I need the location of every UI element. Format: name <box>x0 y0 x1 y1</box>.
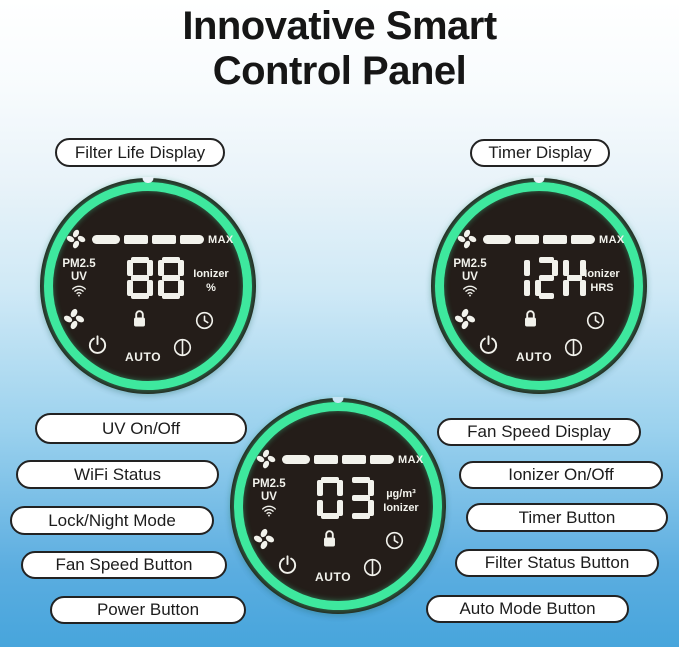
display-unit-bottom: HRS <box>590 282 614 294</box>
display-unit-top: µg/m³ <box>386 488 416 500</box>
callout-label: Fan Speed Display <box>467 422 611 441</box>
control-panel-timer: MAX PM2.5 UV Ionizer HRS <box>431 177 647 394</box>
callout-label: Auto Mode Button <box>459 599 596 618</box>
callout-timer-display: Timer Display <box>470 139 610 167</box>
fan-speed-button-icon[interactable] <box>251 526 277 552</box>
timer-button-icon[interactable] <box>586 311 605 330</box>
wifi-icon <box>72 285 86 297</box>
display-unit-bottom: % <box>206 282 216 294</box>
callout-label: UV On/Off <box>101 418 181 438</box>
callout-label: Filter Life Display <box>74 142 206 162</box>
callout-fan-speed-display: Fan Speed Display <box>437 418 641 446</box>
callout-lock-night-mode: Lock/Night Mode <box>10 506 214 535</box>
callout-fan-speed-button: Fan Speed Button <box>21 551 227 579</box>
seven-segment-display <box>124 257 186 299</box>
seven-segment-display <box>314 477 376 519</box>
callout-uv-on-off: UV On/Off <box>35 413 247 444</box>
power-button-icon[interactable] <box>87 334 108 355</box>
callout-label: Timer Display <box>488 143 592 162</box>
callout-filter-status-button: Filter Status Button <box>455 549 659 577</box>
control-panel-filter-life: MAX PM2.5 UV Ionizer % <box>40 177 256 394</box>
max-label: MAX <box>599 234 625 246</box>
callout-label: Timer Button <box>518 507 616 527</box>
display-unit-bottom: Ionizer <box>383 502 419 514</box>
callout-label: Power Button <box>96 600 200 619</box>
fan-icon <box>66 229 86 249</box>
callout-label: WiFi Status <box>74 464 161 484</box>
power-button-icon[interactable] <box>478 334 499 355</box>
ionizer-button-icon[interactable] <box>173 338 192 357</box>
display-unit-top: Ionizer <box>584 268 620 280</box>
lock-icon[interactable] <box>131 308 148 329</box>
status-labels: PM2.5 UV <box>245 478 293 519</box>
status-labels: PM2.5 UV <box>446 258 494 299</box>
callout-wifi-status: WiFi Status <box>16 460 219 489</box>
panel-green-ring <box>234 402 442 610</box>
max-label: MAX <box>208 234 234 246</box>
auto-mode-button[interactable]: AUTO <box>315 570 352 584</box>
fan-icon <box>457 229 477 249</box>
callout-filter-life-display: Filter Life Display <box>55 138 225 167</box>
callout-label: Lock/Night Mode <box>48 510 176 530</box>
panel-green-ring <box>44 182 252 390</box>
ionizer-button-icon[interactable] <box>564 338 583 357</box>
panel-notch <box>142 177 154 183</box>
ionizer-button-icon[interactable] <box>363 558 382 577</box>
display-units: Ionizer HRS <box>577 267 627 295</box>
callout-power-button: Power Button <box>50 596 246 624</box>
fan-speed-segments <box>92 235 204 244</box>
page-title-line2: Control Panel <box>212 49 467 94</box>
uv-label: UV <box>261 491 277 503</box>
panel-green-ring <box>435 182 643 390</box>
auto-mode-button[interactable]: AUTO <box>125 350 162 364</box>
timer-button-icon[interactable] <box>385 531 404 550</box>
page-title: Innovative Smart Control Panel <box>0 4 679 94</box>
uv-label: UV <box>462 271 478 283</box>
pm25-label: PM2.5 <box>453 258 487 270</box>
callout-label: Ionizer On/Off <box>508 465 614 484</box>
control-panel-air-quality: MAX PM2.5 UV µg/m³ Ionizer <box>230 397 446 614</box>
max-label: MAX <box>398 454 424 466</box>
callout-ionizer-on-off: Ionizer On/Off <box>459 461 663 489</box>
status-labels: PM2.5 UV <box>55 258 103 299</box>
timer-button-icon[interactable] <box>195 311 214 330</box>
seven-segment-display <box>504 257 588 299</box>
fan-speed-button-icon[interactable] <box>61 306 87 332</box>
wifi-icon <box>262 505 276 517</box>
display-units: Ionizer % <box>186 267 236 295</box>
fan-icon <box>256 449 276 469</box>
pm25-label: PM2.5 <box>252 478 286 490</box>
fan-speed-segments <box>483 235 595 244</box>
callout-auto-mode-button: Auto Mode Button <box>426 595 629 623</box>
pm25-label: PM2.5 <box>62 258 96 270</box>
power-button-icon[interactable] <box>277 554 298 575</box>
wifi-icon <box>463 285 477 297</box>
callout-label: Fan Speed Button <box>55 555 193 574</box>
panel-notch <box>332 397 344 403</box>
fan-speed-button-icon[interactable] <box>452 306 478 332</box>
callout-label: Filter Status Button <box>484 553 630 572</box>
display-unit-top: Ionizer <box>193 268 229 280</box>
auto-mode-button[interactable]: AUTO <box>516 350 553 364</box>
fan-speed-segments <box>282 455 394 464</box>
page-title-line1: Innovative Smart <box>182 4 497 48</box>
panel-notch <box>533 177 545 183</box>
lock-icon[interactable] <box>522 308 539 329</box>
callout-timer-button: Timer Button <box>466 503 668 532</box>
display-units: µg/m³ Ionizer <box>376 487 426 515</box>
lock-icon[interactable] <box>321 528 338 549</box>
uv-label: UV <box>71 271 87 283</box>
